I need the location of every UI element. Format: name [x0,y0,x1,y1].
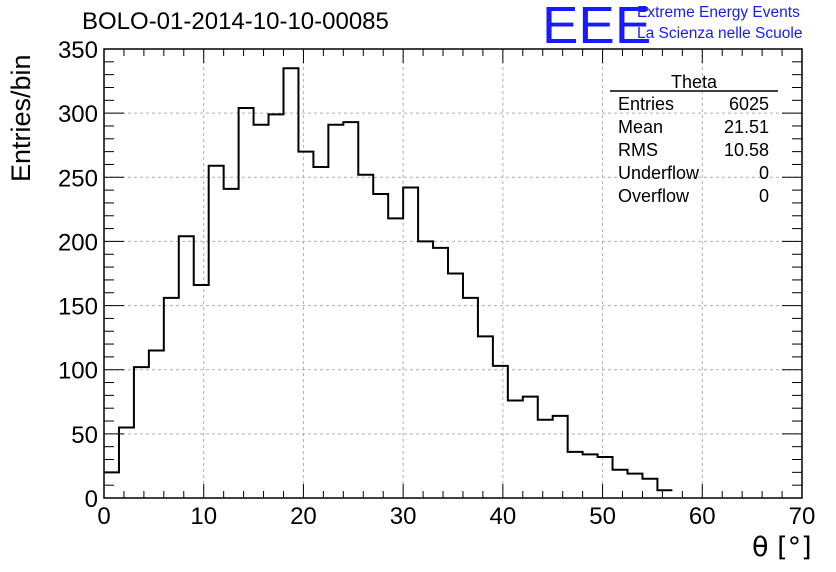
stats-label: Entries [618,94,674,114]
histogram-bin [119,427,134,498]
histogram-bin [568,452,583,498]
histogram-bin [179,236,194,498]
histogram-bin [358,175,373,498]
histogram-bin [433,248,448,498]
histogram-bin [613,470,628,498]
y-tick-label: 200 [58,229,98,256]
stats-value: 0 [759,186,769,206]
histogram-bin [418,241,433,498]
y-tick-label: 0 [85,486,98,513]
histogram-bin [328,125,343,498]
histogram-bin [388,218,403,498]
eee-logo: EEE [542,0,652,55]
histogram-bin [583,454,598,498]
histogram-bin [283,68,298,498]
x-tick-labels: 0 10 20 30 40 50 60 70 [97,503,815,530]
histogram-bin [538,420,553,498]
x-tick-label: 70 [789,503,816,530]
y-tick-label: 350 [58,37,98,64]
logo-line-1: Extreme Energy Events [637,4,800,21]
stats-value: 21.51 [724,117,769,137]
histogram-bin [403,188,418,498]
stats-value: 10.58 [724,140,769,160]
histogram-bin [553,416,568,498]
logo-line-2: La Scienza nelle Scuole [637,25,803,42]
y-tick-label: 100 [58,358,98,385]
histogram-bin [373,194,388,498]
histogram-bin [254,125,269,498]
histogram-bin [523,397,538,498]
y-tick-labels: 0 50 100 150 200 250 300 350 [58,37,98,513]
histogram-bin [313,167,328,498]
stats-value: 0 [759,163,769,183]
histogram-bin [598,457,613,498]
histogram-bin [209,166,224,498]
plot-frame [103,48,803,499]
histogram-bin [269,114,284,498]
histogram-bin [298,152,313,498]
histogram-bin [493,366,508,498]
histogram-outline [104,67,673,492]
grid-lines [104,49,802,498]
x-axis-label: θ [°] [752,532,812,563]
histogram-bin [508,401,523,498]
stats-label: Mean [618,117,663,137]
y-tick-label: 50 [71,422,98,449]
histogram-bin [463,298,478,498]
histogram-bin [657,490,672,498]
x-tick-label: 0 [97,503,110,530]
stats-label: Underflow [618,163,700,183]
histogram-bin [164,298,179,498]
histogram-bin [448,274,463,499]
histogram-bin [149,350,164,498]
stats-label: RMS [618,140,658,160]
histogram-bin [194,285,209,498]
x-tick-label: 10 [190,503,217,530]
x-tick-label: 30 [390,503,417,530]
histogram-bin [104,472,119,498]
histogram-bin [239,108,254,498]
x-tick-label: 40 [490,503,517,530]
y-tick-label: 150 [58,294,98,321]
stats-label: Overflow [618,186,690,206]
y-tick-label: 250 [58,165,98,192]
histogram-bin [134,367,149,498]
histogram-bin [478,336,493,498]
chart-title: BOLO-01-2014-10-10-00085 [82,8,389,35]
x-tick-label: 50 [589,503,616,530]
x-tick-label: 60 [689,503,716,530]
stats-title: Theta [671,72,718,92]
histogram-bin [343,122,358,498]
histogram-bin [628,474,643,498]
histogram-bin [642,479,657,498]
stats-value: 6025 [729,94,769,114]
x-tick-label: 20 [290,503,317,530]
histogram-bins [104,68,672,498]
histogram-bin [224,189,239,498]
y-tick-label: 300 [58,101,98,128]
